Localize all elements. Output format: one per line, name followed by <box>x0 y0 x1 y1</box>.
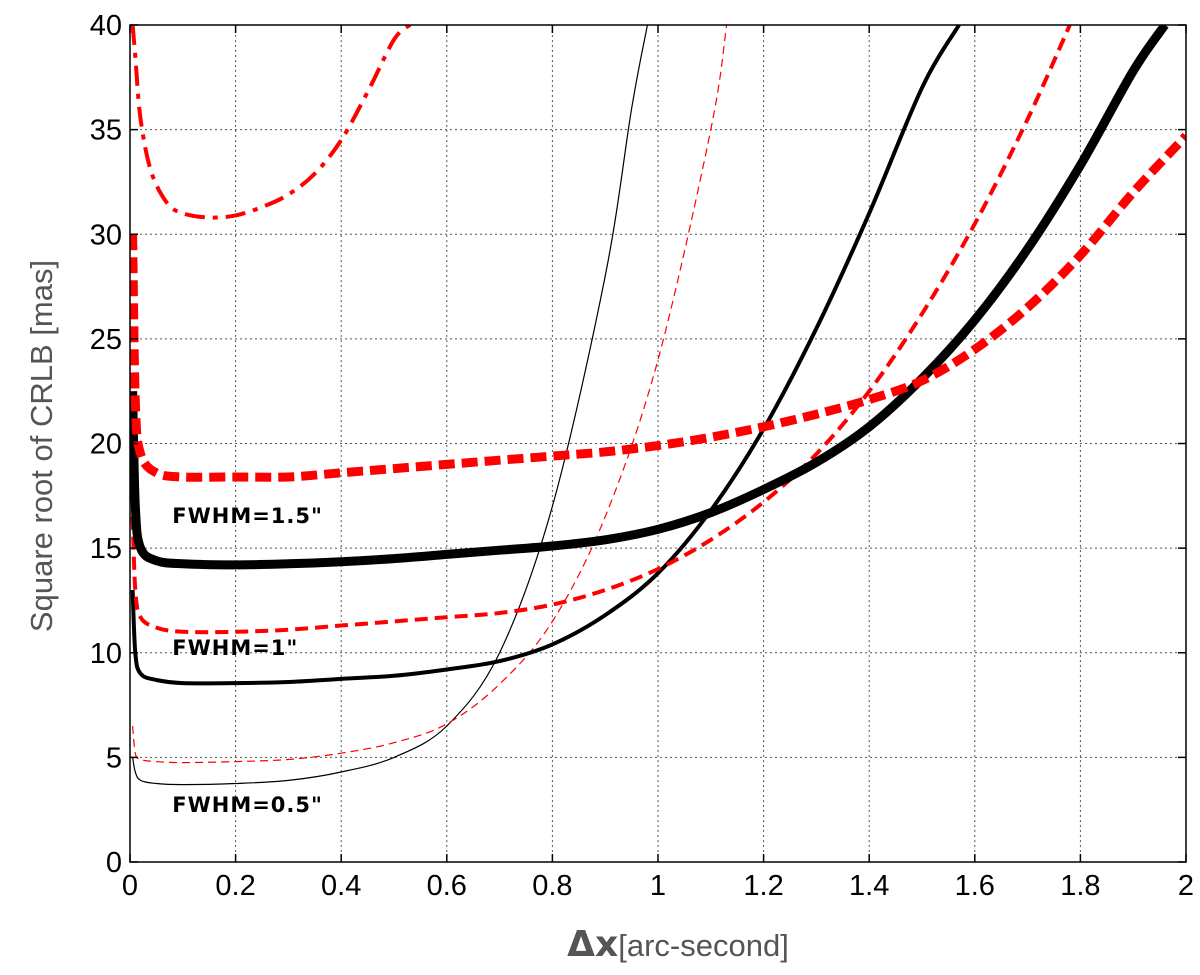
series-line-6 <box>130 132 1186 482</box>
series-line-5 <box>130 25 1169 570</box>
y-axis-label: Square root of CRLB [mas] <box>24 260 59 632</box>
grid-lines <box>130 25 1186 862</box>
x-axis-label: Δx[arc-second] <box>567 924 789 965</box>
data-series <box>130 25 1186 786</box>
y-tick-label: 30 <box>90 219 122 251</box>
x-tick-label: 0.8 <box>532 870 572 902</box>
x-tick-label: 0.2 <box>215 870 255 902</box>
annotation-label-3: FWHM=0.5" <box>172 793 323 817</box>
series-line-4 <box>130 25 1072 635</box>
x-tick-label: 0.6 <box>427 870 467 902</box>
y-tick-label: 25 <box>90 324 122 356</box>
x-tick-label: 0.4 <box>321 870 361 902</box>
x-axis-label-unit: [arc-second] <box>618 928 789 963</box>
series-line-7 <box>130 25 412 220</box>
annotation-label-2: FWHM=1" <box>172 636 298 660</box>
x-tick-label: 0 <box>122 870 138 902</box>
x-tick-label: 2 <box>1178 870 1194 902</box>
x-axis-label-symbol: Δx <box>567 924 618 965</box>
series-line-2 <box>132 25 728 764</box>
axis-ticks: 0 0.2 0.4 0.6 0.8 1 1.2 1.4 1.6 1.8 20510152025303… <box>90 10 1194 902</box>
x-tick-label: 1.4 <box>849 870 889 902</box>
series-line-1 <box>132 25 648 786</box>
x-tick-label: 1.8 <box>1060 870 1100 902</box>
y-tick-label: 5 <box>106 742 122 774</box>
y-tick-label: 0 <box>106 847 122 879</box>
y-tick-label: 10 <box>90 638 122 670</box>
x-tick-label: 1 <box>650 870 666 902</box>
curve-annotations: FWHM=1.5" FWHM=1" FWHM=0.5" <box>172 504 323 817</box>
y-tick-label: 15 <box>90 533 122 565</box>
series-line-3 <box>130 25 961 686</box>
y-tick-label: 20 <box>90 429 122 461</box>
x-tick-label: 1.6 <box>955 870 995 902</box>
x-tick-label: 1.2 <box>743 870 783 902</box>
y-tick-label: 35 <box>90 115 122 147</box>
y-tick-label: 40 <box>90 10 122 42</box>
annotation-label-1: FWHM=1.5" <box>172 504 323 528</box>
